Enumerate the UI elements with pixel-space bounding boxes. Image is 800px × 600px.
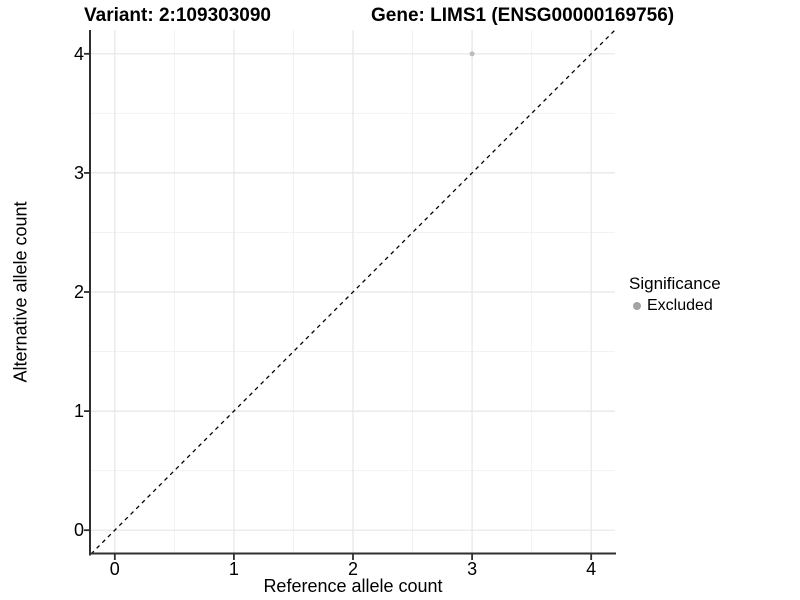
y-axis-title: Alternative allele count bbox=[10, 201, 31, 383]
legend-item-label: Excluded bbox=[647, 297, 713, 314]
plot-title-variant: Variant: 2:109303090 bbox=[84, 5, 271, 26]
legend-item: Excluded bbox=[629, 297, 721, 315]
legend-point-icon bbox=[633, 302, 641, 310]
y-tick-label: 4 bbox=[73, 43, 84, 64]
legend: Significance Excluded bbox=[629, 274, 721, 315]
legend-item-list: Excluded bbox=[629, 297, 721, 315]
y-tick-label: 3 bbox=[73, 162, 84, 183]
x-tick-label: 3 bbox=[467, 559, 478, 579]
plot-title-gene: Gene: LIMS1 (ENSG00000169756) bbox=[371, 5, 675, 26]
y-tick-label: 1 bbox=[73, 401, 84, 422]
x-tick-label: 2 bbox=[347, 559, 358, 579]
x-axis-title: Reference allele count bbox=[263, 576, 443, 596]
x-tick-label: 4 bbox=[586, 559, 597, 579]
y-tick-label: 0 bbox=[73, 520, 84, 541]
identity-line bbox=[90, 29, 616, 555]
x-tick-label: 0 bbox=[109, 559, 120, 579]
data-point bbox=[469, 51, 475, 57]
y-tick-label: 2 bbox=[73, 282, 84, 302]
legend-title: Significance bbox=[629, 274, 721, 293]
x-tick-label: 1 bbox=[228, 559, 239, 579]
